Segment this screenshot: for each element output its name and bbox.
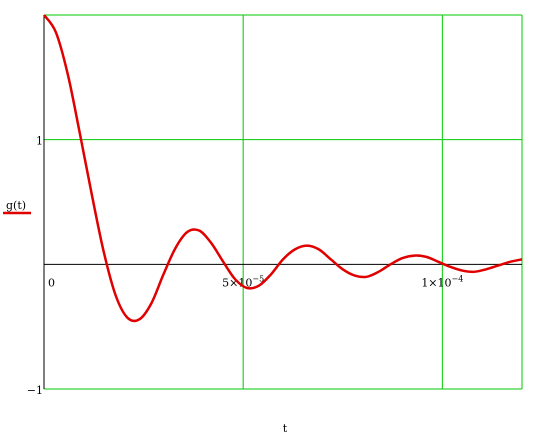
axes xyxy=(43,15,522,389)
y-tick-label: 1 xyxy=(36,135,43,148)
tick-labels: 0 5×10−5 1×10−4−11 xyxy=(27,135,464,397)
axis-labels: g(t) t xyxy=(3,199,288,435)
x-axis-label: t xyxy=(283,422,288,435)
y-axis-label: g(t) xyxy=(6,199,26,212)
gridlines xyxy=(44,14,523,390)
y-tick-label: −1 xyxy=(27,384,43,397)
x-tick-label: 0 xyxy=(48,276,55,289)
series-layer xyxy=(42,14,523,323)
x-tick-label: 1×10−4 xyxy=(421,274,463,289)
series-line-g xyxy=(42,14,523,323)
